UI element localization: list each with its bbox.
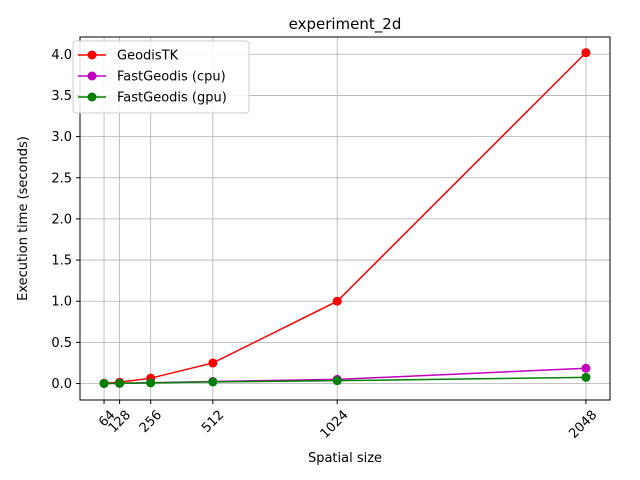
data-point bbox=[332, 376, 342, 386]
legend-marker bbox=[87, 92, 97, 102]
y-axis-title: Execution time (seconds) bbox=[16, 136, 31, 301]
data-point bbox=[208, 377, 218, 387]
data-point bbox=[581, 363, 591, 373]
legend-label: FastGeodis (cpu) bbox=[117, 70, 226, 85]
legend-entry: FastGeodis (gpu) bbox=[78, 91, 227, 106]
data-point bbox=[146, 378, 156, 388]
legend-marker bbox=[87, 71, 97, 81]
x-axis-title: Spatial size bbox=[308, 451, 382, 466]
y-tick-label: 3.0 bbox=[51, 130, 72, 145]
legend-marker bbox=[87, 50, 97, 60]
series-layer bbox=[99, 48, 591, 388]
legend-entry: GeodisTK bbox=[78, 49, 179, 64]
data-point bbox=[581, 372, 591, 382]
data-point bbox=[115, 378, 125, 388]
legend-label: GeodisTK bbox=[117, 49, 179, 64]
y-tick-label: 2.5 bbox=[51, 171, 72, 186]
y-tick-label: 2.0 bbox=[51, 212, 72, 227]
data-point bbox=[332, 296, 342, 306]
data-point bbox=[581, 48, 591, 58]
legend: GeodisTK FastGeodis (cpu) FastGeodis (gpu) bbox=[72, 40, 250, 114]
chart-title: experiment_2d bbox=[289, 15, 402, 34]
series-2 bbox=[99, 372, 591, 388]
y-tick-label: 0.0 bbox=[51, 377, 72, 392]
legend-box bbox=[72, 40, 250, 114]
data-point bbox=[99, 378, 109, 388]
y-tick-label: 1.5 bbox=[51, 254, 72, 269]
legend-entry: FastGeodis (cpu) bbox=[78, 70, 226, 85]
data-point bbox=[208, 358, 218, 368]
legend-label: FastGeodis (gpu) bbox=[117, 91, 227, 106]
y-tick-label: 4.0 bbox=[51, 48, 72, 63]
y-tick-label: 0.5 bbox=[51, 336, 72, 351]
y-tick-label: 1.0 bbox=[51, 295, 72, 310]
y-axis: 0.0 0.5 1.0 1.5 2.0 2.5 3.0 3.5 4.0 bbox=[51, 48, 80, 392]
y-tick-label: 3.5 bbox=[51, 89, 72, 104]
